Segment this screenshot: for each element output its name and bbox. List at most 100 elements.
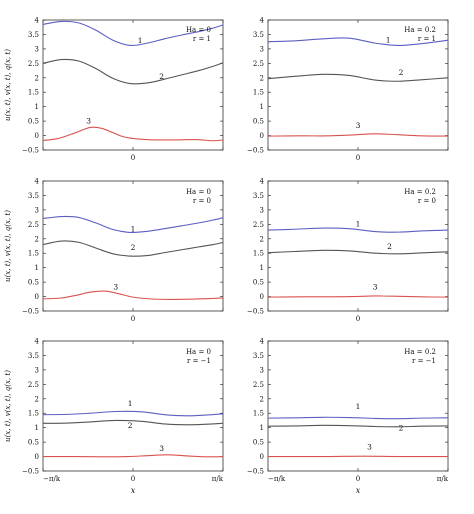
panel-row3-right: −0.5 0 0.5 1 1.5 2 2.5 3 3.5 4 −π/k 0 π/k 1 2 3 Ha = 0.2…	[247, 338, 449, 496]
y-tick-label: 1.5	[28, 89, 39, 97]
y-tick-label: 1	[260, 424, 264, 432]
y-tick-label: 2	[35, 235, 39, 243]
parameter-annotation: Ha = 0.2	[404, 26, 436, 34]
series-line-3	[268, 295, 448, 298]
curve-label-2: 2	[131, 243, 136, 252]
y-tick-label: −0.5	[22, 147, 39, 155]
parameter-annotation: r = 1	[418, 35, 436, 43]
y-tick-label: 4	[35, 338, 40, 346]
x-tick-label: π/k	[212, 475, 224, 483]
panel-row3-left: −0.5 0 0.5 1 1.5 2 2.5 3 3.5 4 −π/k 0 π/k 1 2 3 Ha = 0r …	[4, 338, 224, 496]
parameter-annotation: r = −1	[187, 357, 211, 365]
y-tick-label: 0.5	[253, 279, 264, 287]
panel-row1-left: −0.5 0 0.5 1 1.5 2 2.5 3 3.5 4 0 1 2 3 Ha = 0r = 1 u(x,…	[4, 17, 224, 162]
x-tick-label: −π/k	[268, 475, 286, 483]
curve-label-1: 1	[386, 36, 391, 45]
y-tick-label: 0.5	[28, 118, 39, 126]
curve-label-3: 3	[373, 282, 378, 291]
x-axis-label: x	[356, 486, 361, 495]
series-line-3	[268, 133, 448, 137]
x-tick-label: 0	[131, 154, 135, 162]
series-line-1	[268, 416, 448, 420]
parameter-annotation: Ha = 0	[186, 26, 211, 34]
y-tick-label: 3.5	[253, 352, 264, 360]
series-line-1	[42, 215, 224, 234]
y-tick-label: 2.5	[28, 221, 39, 229]
panel-row1-right: −0.5 0 0.5 1 1.5 2 2.5 3 3.5 4 0 1 2 3 Ha = 0.2r = 1	[247, 17, 449, 162]
curve-label-3: 3	[113, 282, 118, 291]
series-line-2	[43, 419, 223, 426]
series-line-2	[268, 249, 448, 255]
y-tick-label: 1	[35, 424, 39, 432]
series-line-1	[42, 20, 224, 47]
y-tick-label: 1.5	[28, 410, 39, 418]
curve-label-2: 2	[128, 421, 133, 430]
y-tick-label: 1	[35, 103, 39, 111]
y-tick-label: 2.5	[28, 60, 39, 68]
x-tick-label: 0	[356, 475, 360, 483]
y-tick-label: 4	[35, 178, 40, 186]
curve-label-3: 3	[159, 444, 164, 453]
y-tick-label: 3	[260, 206, 264, 214]
y-tick-label: 2.5	[253, 60, 264, 68]
y-tick-label: 1.5	[28, 250, 39, 258]
curve-label-3: 3	[356, 121, 361, 130]
y-tick-label: 2	[35, 395, 39, 403]
y-tick-label: 3.5	[28, 31, 39, 39]
curve-label-2: 2	[399, 424, 404, 433]
parameter-annotation: r = −1	[412, 357, 436, 365]
series-line-3	[43, 290, 223, 300]
y-tick-label: 2	[260, 74, 264, 82]
y-tick-label: 4	[35, 17, 40, 25]
curve-label-1: 1	[138, 36, 143, 45]
y-tick-label: 2.5	[28, 381, 39, 389]
series-line-3	[43, 454, 223, 458]
panel-row2-right: −0.5 0 0.5 1 1.5 2 2.5 3 3.5 4 0 1 2 3 Ha = 0.2r = 0	[247, 178, 449, 323]
parameter-annotation: Ha = 0.2	[404, 348, 436, 356]
y-axis-label: u(x, t), v(x, t), q(x, t)	[4, 370, 12, 442]
y-tick-label: 2	[260, 395, 264, 403]
series-line-2	[42, 240, 224, 257]
y-tick-label: 1.5	[253, 410, 264, 418]
y-tick-label: 1	[260, 103, 264, 111]
y-tick-label: 1	[260, 264, 264, 272]
series-line-2	[268, 73, 448, 82]
y-tick-label: 0	[35, 132, 39, 140]
series-line-3	[42, 126, 224, 142]
curve-label-2: 2	[387, 242, 392, 251]
y-tick-label: 4	[260, 17, 265, 25]
y-tick-label: −0.5	[247, 468, 264, 476]
y-tick-label: 2	[35, 74, 39, 82]
parameter-annotation: r = 0	[418, 197, 436, 205]
y-tick-label: 4	[260, 338, 265, 346]
x-axis-label: x	[131, 486, 136, 495]
y-tick-label: 3	[35, 206, 39, 214]
series-line-1	[268, 227, 448, 233]
x-tick-label: 0	[131, 475, 135, 483]
y-tick-label: −0.5	[22, 308, 39, 316]
curve-label-3: 3	[367, 442, 372, 451]
curve-label-2: 2	[159, 72, 164, 81]
y-tick-label: 3.5	[28, 192, 39, 200]
series-line-2	[42, 58, 224, 85]
y-tick-label: 0	[260, 453, 264, 461]
y-tick-label: 0	[35, 453, 39, 461]
x-tick-label: 0	[131, 315, 135, 323]
curve-label-2: 2	[399, 68, 404, 77]
x-tick-label: π/k	[437, 475, 449, 483]
series-line-2	[268, 424, 448, 428]
x-tick-label: −π/k	[43, 475, 61, 483]
y-tick-label: 3	[35, 366, 39, 374]
y-tick-label: 3	[35, 45, 39, 53]
y-tick-label: 0	[35, 293, 39, 301]
y-tick-label: −0.5	[247, 147, 264, 155]
y-axis-label: u(x, t), v(x, t), q(x, t)	[4, 210, 12, 282]
y-tick-label: 3	[260, 45, 264, 53]
parameter-annotation: Ha = 0	[186, 348, 211, 356]
y-tick-label: 3.5	[253, 192, 264, 200]
series-line-1	[43, 410, 223, 417]
y-tick-label: 0.5	[28, 439, 39, 447]
y-tick-label: 1.5	[253, 89, 264, 97]
curve-label-1: 1	[356, 402, 361, 411]
